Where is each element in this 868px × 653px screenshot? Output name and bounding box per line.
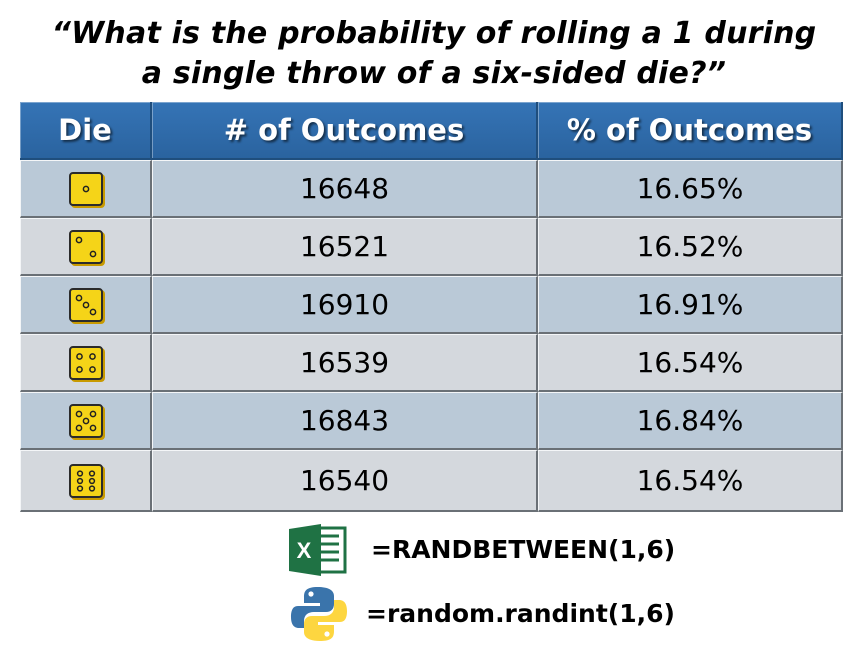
outcome-percent-cell: 16.52%	[538, 218, 843, 276]
question-title: “What is the probability of rolling a 1 …	[0, 14, 868, 94]
die-face-1-icon	[68, 171, 103, 206]
header-outcomes-count: # of Outcomes	[152, 102, 538, 160]
question-title-line-1: “What is the probability of rolling a 1 …	[51, 16, 817, 51]
die-face-6-icon	[68, 463, 103, 498]
die-cell	[20, 334, 152, 392]
outcome-percent-cell: 16.65%	[538, 160, 843, 218]
die-face-3-icon	[68, 287, 103, 322]
outcomes-table: Die # of Outcomes % of Outcomes 16648 16…	[20, 102, 843, 512]
header-die: Die	[20, 102, 152, 160]
python-formula: =random.randint(1,6)	[366, 599, 675, 628]
die-cell	[20, 392, 152, 450]
outcome-count-cell: 16843	[152, 392, 538, 450]
die-face-2-icon	[68, 229, 103, 264]
excel-logo-letter: X	[297, 538, 312, 563]
excel-logo-icon: X	[289, 524, 347, 576]
die-cell	[20, 276, 152, 334]
outcome-percent-cell: 16.54%	[538, 450, 843, 512]
question-title-line-2: a single throw of a six-sided die?”	[141, 56, 727, 91]
outcome-count-cell: 16521	[152, 218, 538, 276]
python-logo-icon	[290, 585, 348, 643]
outcome-count-cell: 16540	[152, 450, 538, 512]
die-cell	[20, 160, 152, 218]
header-outcomes-percent: % of Outcomes	[538, 102, 843, 160]
outcome-percent-cell: 16.91%	[538, 276, 843, 334]
outcome-count-cell: 16648	[152, 160, 538, 218]
die-face-5-icon	[68, 403, 103, 438]
outcome-count-cell: 16539	[152, 334, 538, 392]
die-cell	[20, 450, 152, 512]
excel-formula: =RANDBETWEEN(1,6)	[371, 535, 676, 564]
outcome-percent-cell: 16.84%	[538, 392, 843, 450]
die-cell	[20, 218, 152, 276]
outcome-count-cell: 16910	[152, 276, 538, 334]
die-face-4-icon	[68, 345, 103, 380]
outcome-percent-cell: 16.54%	[538, 334, 843, 392]
